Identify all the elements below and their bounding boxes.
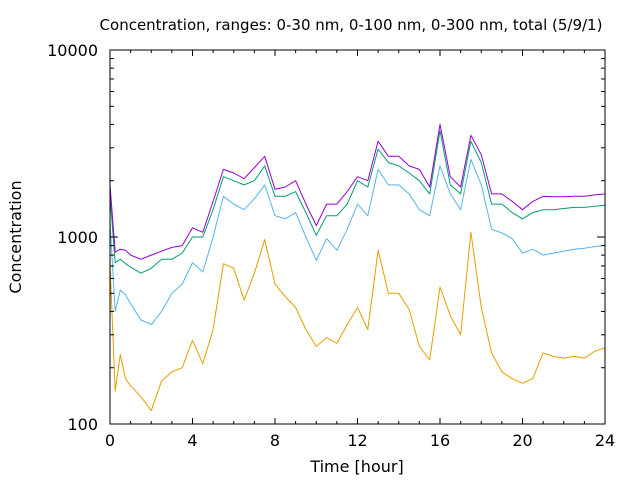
series-line-2 (109, 158, 606, 326)
x-tick-label: 4 (187, 431, 197, 450)
x-tick-label: 12 (347, 431, 367, 450)
chart-title: Concentration, ranges: 0-30 nm, 0-100 nm… (100, 16, 603, 34)
series-line-3 (109, 130, 606, 274)
ticks-layer: 0 4 8 12 16 20 24 100 1000 10000 (47, 41, 615, 450)
series-line-1 (109, 231, 606, 412)
plot-frame (109, 49, 606, 425)
x-tick-label: 8 (270, 431, 280, 450)
y-tick-label: 10000 (47, 41, 98, 60)
series-layer (109, 123, 606, 412)
x-tick-label: 0 (105, 431, 115, 450)
y-tick-label: 1000 (57, 228, 98, 247)
x-tick-label: 16 (430, 431, 450, 450)
y-tick-label: 100 (67, 415, 98, 434)
x-axis-label: Time [hour] (309, 457, 403, 476)
x-tick-label: 20 (512, 431, 532, 450)
series-line-4 (109, 123, 606, 260)
x-tick-label: 24 (595, 431, 615, 450)
y-axis-label: Concentration (6, 180, 25, 293)
